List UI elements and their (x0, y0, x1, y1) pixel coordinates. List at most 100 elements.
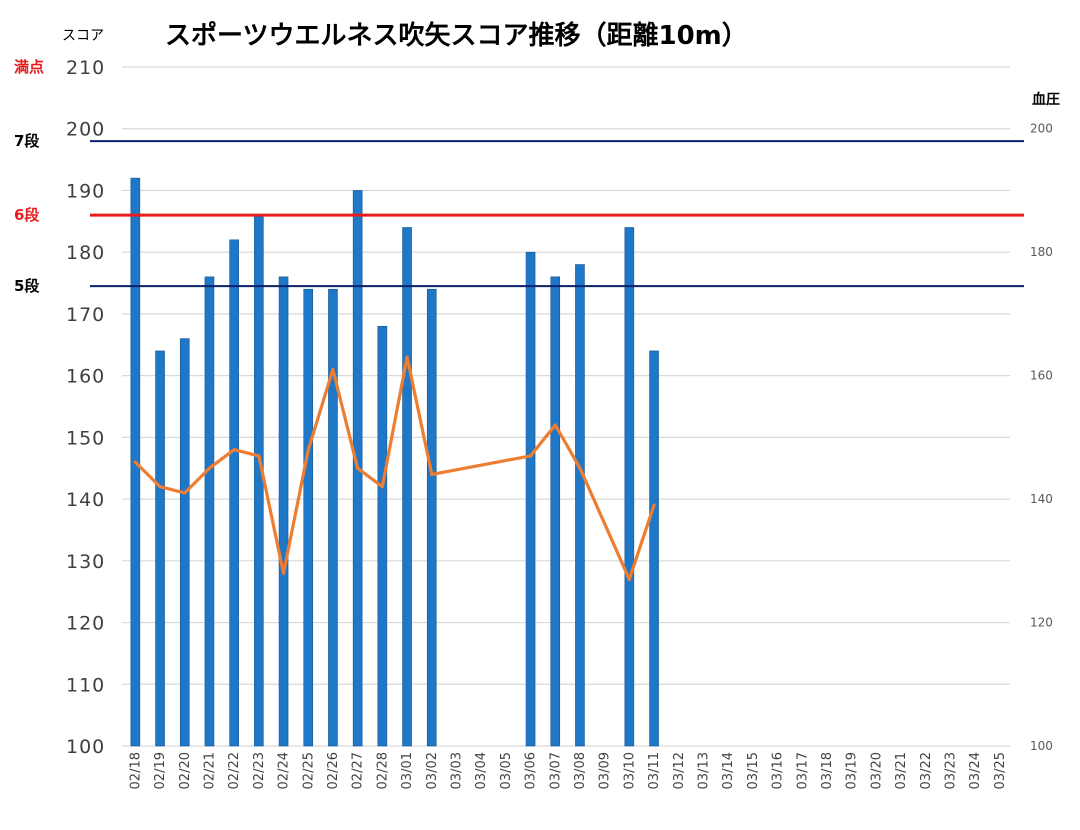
y-tick-label: 190 (66, 180, 105, 202)
x-tick-label: 02/21 (202, 752, 217, 789)
y2-tick-label: 120 (1030, 616, 1053, 630)
y2-tick-label: 200 (1030, 122, 1053, 136)
y-tick-label: 140 (66, 489, 105, 511)
bar (377, 325, 388, 747)
reference-label: 満点 (14, 58, 44, 76)
bar (155, 350, 165, 747)
bar (254, 214, 264, 747)
x-tick-label: 02/24 (277, 752, 292, 789)
y-tick-label: 170 (66, 304, 105, 326)
x-tick-label: 03/05 (499, 752, 514, 789)
reference-label: 5段 (14, 277, 39, 295)
x-tick-label: 02/22 (227, 752, 242, 789)
line-point (356, 466, 360, 470)
blood-pressure-line (133, 355, 656, 581)
bar (229, 239, 239, 747)
bar (303, 288, 314, 747)
line-point (257, 454, 261, 458)
x-tick-label: 03/12 (672, 752, 687, 789)
line-point (331, 367, 335, 372)
x-tick-label: 03/19 (845, 752, 860, 789)
reference-label: 6段 (14, 206, 39, 224)
chart-title: スポーツウエルネス吹矢スコア推移（距離10m） (165, 20, 748, 51)
tick-labels: 100 110 120 130 140 150 160 170 180 190 200 210 100 1… (66, 57, 1053, 789)
x-tick-label: 02/27 (351, 752, 366, 789)
y-tick-label: 160 (66, 366, 105, 388)
bar (426, 288, 437, 747)
line-point (627, 577, 631, 581)
line-point (281, 571, 286, 575)
y-axis-label: スコア (62, 28, 104, 44)
y-tick-label: 130 (66, 551, 105, 573)
x-tick-label: 03/07 (548, 752, 563, 789)
bar-series (130, 177, 659, 747)
x-tick-label: 03/17 (795, 752, 810, 789)
x-tick-label: 03/21 (894, 752, 909, 789)
x-tick-label: 03/01 (400, 752, 415, 789)
x-tick-label: 03/23 (943, 752, 958, 789)
x-tick-label: 02/19 (153, 752, 168, 789)
x-tick-label: 03/14 (721, 752, 736, 789)
x-tick-label: 03/11 (647, 752, 662, 789)
line-point (553, 423, 557, 427)
y2-tick-label: 180 (1030, 245, 1053, 259)
bar (649, 350, 659, 747)
bar (525, 251, 536, 747)
bar (179, 338, 190, 747)
y2-tick-label: 140 (1030, 492, 1053, 506)
y-tick-label: 180 (66, 242, 105, 264)
x-tick-label: 03/04 (474, 752, 489, 789)
bar (204, 276, 215, 747)
line-point (306, 448, 310, 452)
bar (278, 276, 289, 747)
reference-lines: 満点 7段 6段 5段 (14, 58, 1024, 295)
x-tick-label: 02/23 (252, 752, 267, 789)
line-point (652, 503, 656, 507)
line-point (158, 485, 162, 489)
x-tick-label: 02/28 (375, 752, 390, 789)
x-tick-label: 03/13 (696, 752, 711, 789)
x-tick-label: 02/26 (326, 752, 341, 789)
x-tick-label: 03/25 (993, 752, 1008, 789)
x-tick-label: 03/03 (449, 752, 464, 789)
x-tick-label: 02/18 (128, 752, 143, 789)
bar (550, 276, 561, 747)
x-tick-label: 03/22 (919, 752, 934, 789)
y2-tick-label: 160 (1030, 369, 1053, 383)
x-tick-label: 03/06 (524, 752, 539, 789)
bar (328, 288, 338, 747)
x-tick-label: 03/24 (968, 752, 983, 789)
line-point (528, 454, 533, 458)
bar (402, 227, 412, 747)
y-tick-label: 210 (66, 57, 105, 79)
line-point (578, 466, 582, 470)
line-point (380, 485, 384, 489)
line-point (232, 448, 236, 452)
y-tick-label: 150 (66, 427, 105, 449)
line-point (207, 466, 212, 470)
x-tick-label: 03/15 (746, 752, 761, 789)
reference-label: 7段 (14, 132, 39, 150)
bar (575, 264, 585, 747)
y-tick-label: 110 (66, 674, 105, 696)
x-tick-label: 02/20 (178, 752, 193, 789)
x-tick-label: 02/25 (301, 752, 316, 789)
x-tick-label: 03/16 (771, 752, 786, 789)
y-tick-label: 200 (66, 119, 105, 141)
line-point (405, 355, 409, 359)
y-tick-label: 120 (66, 613, 105, 635)
line-series (133, 355, 656, 581)
x-tick-label: 03/08 (573, 752, 588, 789)
y-tick-label: 100 (66, 736, 105, 758)
line-point (430, 472, 434, 476)
x-tick-label: 03/09 (598, 752, 613, 789)
grid-layer (122, 66, 1010, 747)
line-point (183, 491, 187, 495)
x-tick-label: 03/02 (425, 752, 440, 789)
y2-tick-label: 100 (1030, 739, 1053, 753)
x-tick-label: 03/18 (820, 752, 835, 789)
x-tick-label: 03/20 (869, 752, 884, 789)
y2-axis-label: 血圧 (1032, 91, 1060, 108)
